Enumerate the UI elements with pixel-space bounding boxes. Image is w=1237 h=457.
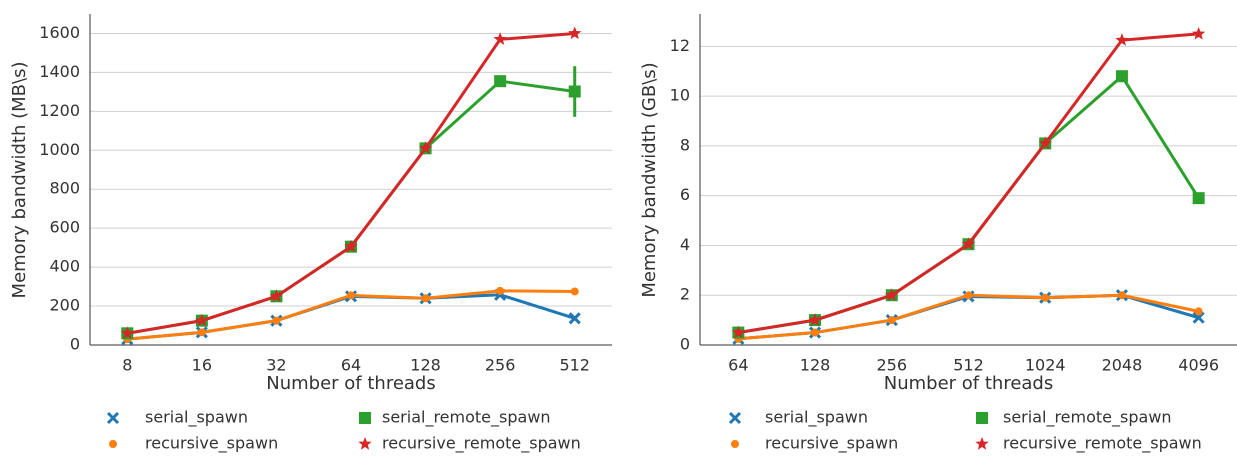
- x-tick-label: 64: [728, 356, 748, 375]
- y-tick-label: 1400: [39, 62, 80, 81]
- legend-label: recursive_spawn: [765, 434, 898, 454]
- y-tick-label: 400: [49, 257, 80, 276]
- y-tick-label: 4: [680, 235, 690, 254]
- legend-label: serial_spawn: [145, 408, 248, 428]
- x-tick-label: 512: [559, 356, 590, 375]
- y-axis-label: Memory bandwidth (GB\s): [639, 62, 660, 297]
- marker: [568, 312, 581, 325]
- legend-marker: [359, 412, 371, 424]
- legend-marker: [728, 411, 742, 425]
- y-tick-label: 1200: [39, 101, 80, 120]
- marker: [347, 291, 355, 300]
- legend-label: recursive_remote_spawn: [1003, 434, 1202, 454]
- marker: [1041, 293, 1050, 302]
- y-tick-label: 6: [680, 185, 690, 204]
- series-line: [738, 293, 1199, 341]
- legend-label: recursive_spawn: [145, 434, 278, 454]
- x-tick-label: 1024: [1025, 356, 1066, 375]
- marker: [418, 141, 433, 154]
- marker: [195, 313, 209, 327]
- marker: [731, 325, 745, 339]
- y-tick-label: 10: [670, 86, 690, 105]
- marker: [964, 291, 973, 300]
- legend-marker: [358, 437, 372, 450]
- marker: [1038, 136, 1052, 150]
- marker: [568, 85, 581, 98]
- legend-label: serial_remote_spawn: [382, 408, 551, 428]
- marker: [494, 75, 507, 88]
- marker: [1117, 291, 1126, 300]
- y-tick-label: 12: [670, 36, 690, 55]
- legend-marker: [975, 437, 989, 450]
- marker: [120, 326, 134, 339]
- series-line: [738, 32, 1199, 335]
- marker: [808, 313, 822, 326]
- marker: [421, 294, 430, 303]
- x-axis-label: Number of threads: [884, 373, 1053, 394]
- marker: [493, 32, 507, 45]
- x-tick-label: 32: [266, 356, 286, 375]
- marker: [1192, 192, 1205, 205]
- x-tick-label: 16: [192, 356, 212, 375]
- x-tick-label: 4096: [1178, 356, 1219, 375]
- marker: [885, 288, 899, 301]
- x-tick-label: 256: [877, 356, 908, 375]
- y-tick-label: 0: [680, 335, 690, 354]
- series-line: [127, 31, 575, 335]
- marker: [568, 26, 582, 40]
- y-tick-label: 600: [49, 218, 80, 237]
- marker: [269, 289, 284, 302]
- x-tick-label: 512: [953, 356, 984, 375]
- marker: [811, 328, 820, 337]
- marker: [1115, 70, 1128, 83]
- x-tick-label: 64: [341, 356, 361, 375]
- y-axis-label: Memory bandwidth (MB\s): [9, 62, 30, 299]
- x-tick-label: 256: [485, 356, 516, 375]
- x-tick-label: 128: [410, 356, 441, 375]
- y-tick-label: 8: [680, 135, 690, 154]
- marker: [1192, 26, 1206, 40]
- marker: [272, 316, 281, 325]
- y-tick-label: 200: [49, 296, 80, 315]
- legend-marker: [976, 412, 988, 424]
- y-tick-label: 1600: [39, 23, 80, 42]
- legend-marker: [731, 440, 739, 448]
- marker: [1115, 33, 1129, 46]
- legend-label: serial_spawn: [765, 408, 868, 428]
- y-tick-label: 0: [70, 335, 80, 354]
- marker: [1192, 311, 1205, 324]
- marker: [1194, 307, 1203, 316]
- y-tick-label: 1000: [39, 140, 80, 159]
- marker: [570, 287, 579, 296]
- legend-marker: [106, 411, 120, 425]
- x-axis-label: Number of threads: [266, 373, 435, 394]
- x-tick-label: 8: [122, 356, 132, 375]
- y-tick-label: 800: [49, 179, 80, 198]
- legend-marker: [109, 440, 117, 448]
- marker: [496, 286, 505, 295]
- marker: [961, 237, 976, 250]
- x-tick-label: 2048: [1102, 356, 1143, 375]
- marker: [344, 239, 358, 253]
- x-tick-label: 128: [800, 356, 831, 375]
- y-tick-label: 2: [680, 285, 690, 304]
- marker: [197, 328, 206, 337]
- legend-label: recursive_remote_spawn: [382, 434, 581, 454]
- marker: [887, 316, 896, 325]
- legend-label: serial_remote_spawn: [1003, 408, 1172, 428]
